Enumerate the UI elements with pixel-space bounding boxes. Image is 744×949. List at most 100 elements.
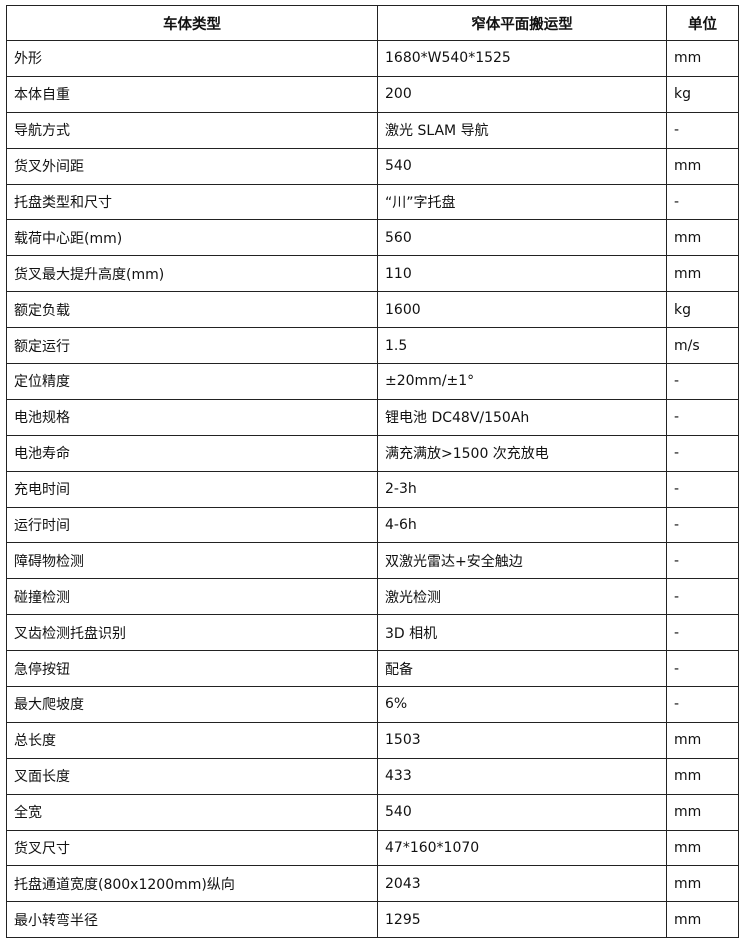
spec-name-cell: 总长度: [6, 721, 378, 759]
table-row: 急停按钮 配备 -: [6, 650, 739, 688]
table-row: 本体自重 200 kg: [6, 75, 739, 113]
spec-unit-cell: -: [666, 470, 739, 508]
spec-unit-cell: -: [666, 111, 739, 149]
spec-name-cell: 托盘类型和尺寸: [6, 183, 378, 221]
spec-name-cell: 货叉外间距: [6, 147, 378, 185]
spec-value-cell: 2043: [377, 865, 667, 903]
table-row: 碰撞检测 激光检测 -: [6, 578, 739, 616]
spec-value-cell: 锂电池 DC48V/150Ah: [377, 398, 667, 436]
spec-unit-cell: mm: [666, 721, 739, 759]
spec-value-cell: 4-6h: [377, 506, 667, 544]
spec-unit-cell: mm: [666, 40, 739, 77]
spec-unit-cell: -: [666, 542, 739, 580]
spec-name-cell: 障碍物检测: [6, 542, 378, 580]
table-row: 托盘通道宽度(800x1200mm)纵向 2043 mm: [6, 865, 739, 903]
spec-unit-cell: mm: [666, 901, 739, 939]
spec-value-cell: ±20mm/±1°: [377, 363, 667, 400]
spec-name-cell: 货叉尺寸: [6, 829, 378, 867]
header-vehicle-type: 车体类型: [6, 5, 378, 41]
table-row: 运行时间 4-6h -: [6, 506, 739, 544]
spec-unit-cell: mm: [666, 147, 739, 185]
spec-name-cell: 外形: [6, 40, 378, 77]
spec-unit-cell: kg: [666, 291, 739, 329]
spec-unit-cell: -: [666, 578, 739, 616]
table-body: 外形 1680*W540*1525 mm 本体自重 200 kg 导航方式 激光 SLAM 导…: [6, 40, 739, 939]
spec-name-cell: 本体自重: [6, 75, 378, 113]
spec-unit-cell: mm: [666, 865, 739, 903]
spec-unit-cell: -: [666, 434, 739, 472]
spec-unit-cell: kg: [666, 75, 739, 113]
table-row: 电池规格 锂电池 DC48V/150Ah -: [6, 398, 739, 436]
spec-value-cell: 200: [377, 75, 667, 113]
spec-value-cell: 540: [377, 793, 667, 831]
spec-unit-cell: -: [666, 398, 739, 436]
spec-name-cell: 载荷中心距(mm): [6, 219, 378, 257]
spec-value-cell: 1503: [377, 721, 667, 759]
spec-name-cell: 叉面长度: [6, 757, 378, 795]
spec-value-cell: 47*160*1070: [377, 829, 667, 867]
spec-name-cell: 电池规格: [6, 398, 378, 436]
spec-unit-cell: -: [666, 614, 739, 652]
table-row: 货叉最大提升高度(mm) 110 mm: [6, 255, 739, 293]
table-row: 货叉外间距 540 mm: [6, 147, 739, 185]
table-row: 障碍物检测 双激光雷达+安全触边 -: [6, 542, 739, 580]
spec-value-cell: 2-3h: [377, 470, 667, 508]
spec-unit-cell: mm: [666, 219, 739, 257]
spec-unit-cell: m/s: [666, 327, 739, 365]
spec-value-cell: 3D 相机: [377, 614, 667, 652]
spec-name-cell: 全宽: [6, 793, 378, 831]
table-row: 最小转弯半径 1295 mm: [6, 901, 739, 939]
header-row: 车体类型 窄体平面搬运型 单位: [6, 5, 739, 41]
spec-name-cell: 叉齿检测托盘识别: [6, 614, 378, 652]
spec-unit-cell: mm: [666, 757, 739, 795]
spec-value-cell: “川”字托盘: [377, 183, 667, 221]
spec-unit-cell: mm: [666, 829, 739, 867]
table-row: 总长度 1503 mm: [6, 721, 739, 759]
spec-name-cell: 托盘通道宽度(800x1200mm)纵向: [6, 865, 378, 903]
spec-value-cell: 1600: [377, 291, 667, 329]
spec-value-cell: 1295: [377, 901, 667, 939]
spec-value-cell: 540: [377, 147, 667, 185]
spec-unit-cell: -: [666, 686, 739, 723]
spec-value-cell: 双激光雷达+安全触边: [377, 542, 667, 580]
spec-name-cell: 最小转弯半径: [6, 901, 378, 939]
table-row: 最大爬坡度 6% -: [6, 686, 739, 723]
table-row: 叉面长度 433 mm: [6, 757, 739, 795]
table-row: 全宽 540 mm: [6, 793, 739, 831]
spec-value-cell: 满充满放>1500 次充放电: [377, 434, 667, 472]
table-row: 叉齿检测托盘识别 3D 相机 -: [6, 614, 739, 652]
spec-name-cell: 额定负载: [6, 291, 378, 329]
table-row: 额定负载 1600 kg: [6, 291, 739, 329]
table-row: 导航方式 激光 SLAM 导航 -: [6, 111, 739, 149]
spec-name-cell: 电池寿命: [6, 434, 378, 472]
spec-value-cell: 110: [377, 255, 667, 293]
spec-value-cell: 激光 SLAM 导航: [377, 111, 667, 149]
spec-name-cell: 碰撞检测: [6, 578, 378, 616]
spec-name-cell: 运行时间: [6, 506, 378, 544]
table-row: 电池寿命 满充满放>1500 次充放电 -: [6, 434, 739, 472]
header-model: 窄体平面搬运型: [377, 5, 667, 41]
spec-unit-cell: mm: [666, 793, 739, 831]
table-row: 额定运行 1.5 m/s: [6, 327, 739, 365]
spec-name-cell: 定位精度: [6, 363, 378, 400]
spec-unit-cell: -: [666, 650, 739, 688]
header-unit: 单位: [666, 5, 739, 41]
spec-value-cell: 1.5: [377, 327, 667, 365]
spec-unit-cell: -: [666, 506, 739, 544]
table-row: 外形 1680*W540*1525 mm: [6, 40, 739, 77]
spec-unit-cell: -: [666, 183, 739, 221]
spec-name-cell: 急停按钮: [6, 650, 378, 688]
table-row: 定位精度 ±20mm/±1° -: [6, 363, 739, 400]
spec-value-cell: 1680*W540*1525: [377, 40, 667, 77]
spec-unit-cell: mm: [666, 255, 739, 293]
table-row: 充电时间 2-3h -: [6, 470, 739, 508]
spec-value-cell: 配备: [377, 650, 667, 688]
spec-name-cell: 充电时间: [6, 470, 378, 508]
spec-unit-cell: -: [666, 363, 739, 400]
table-row: 托盘类型和尺寸 “川”字托盘 -: [6, 183, 739, 221]
spec-value-cell: 433: [377, 757, 667, 795]
spec-value-cell: 6%: [377, 686, 667, 723]
spec-value-cell: 激光检测: [377, 578, 667, 616]
spec-name-cell: 货叉最大提升高度(mm): [6, 255, 378, 293]
spec-name-cell: 导航方式: [6, 111, 378, 149]
